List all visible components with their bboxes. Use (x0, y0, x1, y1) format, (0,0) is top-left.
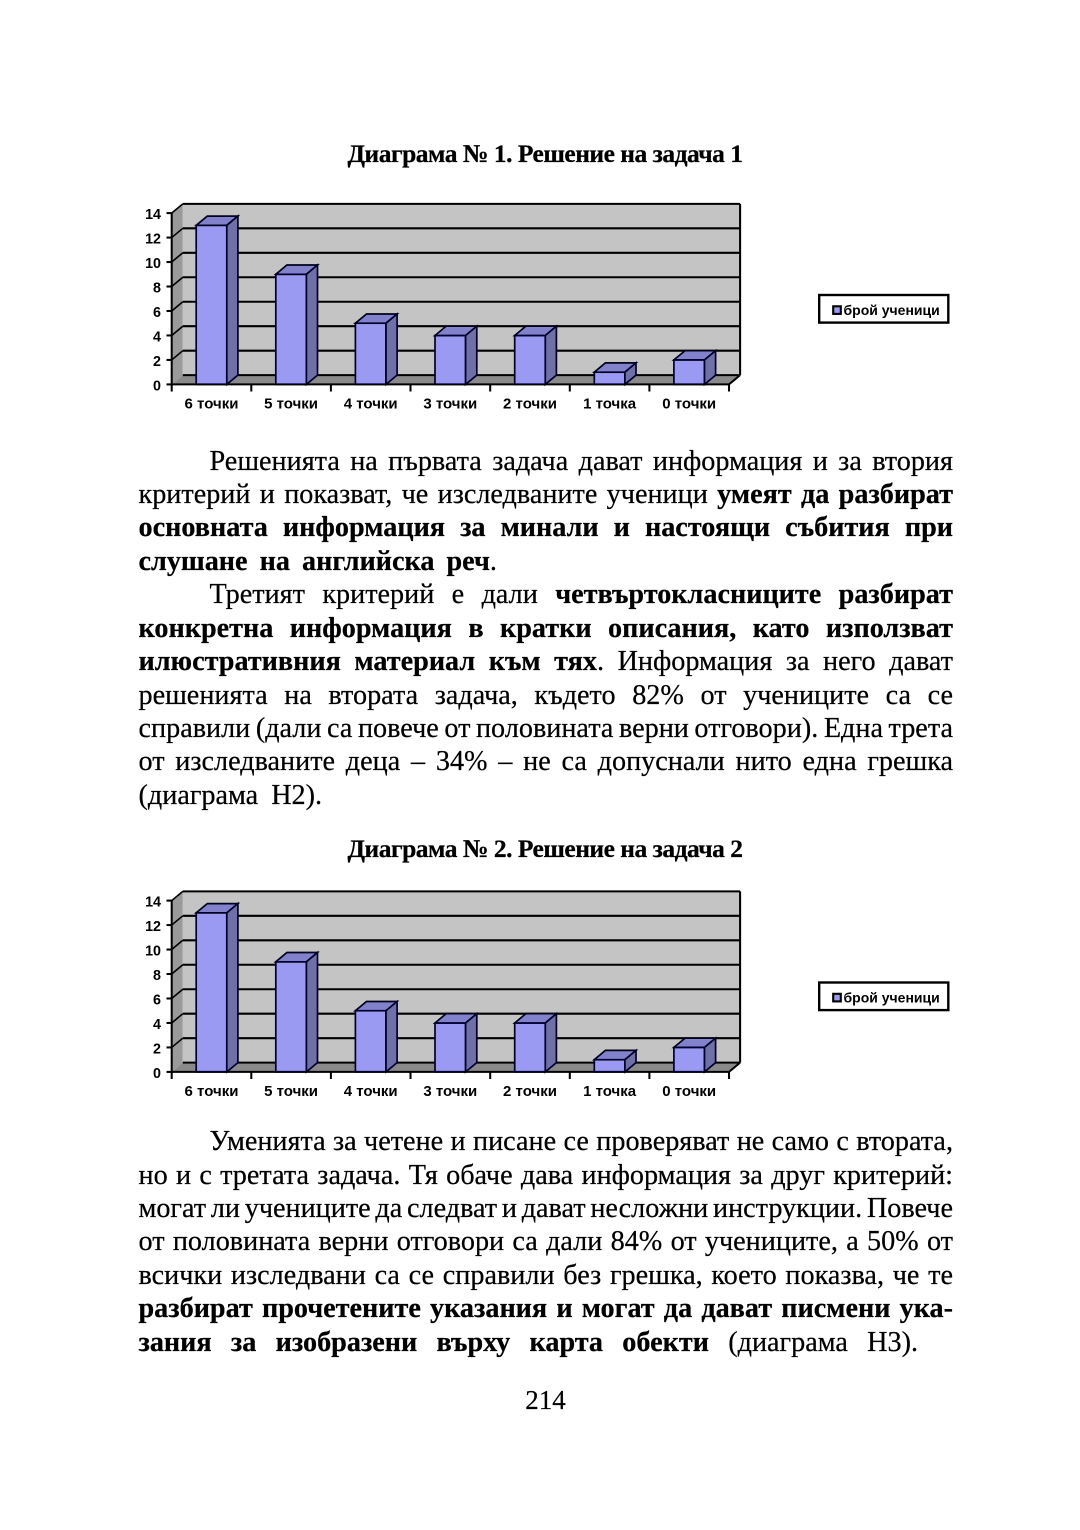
svg-text:0: 0 (153, 378, 161, 394)
svg-text:3 точки: 3 точки (423, 396, 477, 413)
svg-text:12: 12 (145, 232, 161, 248)
svg-text:14: 14 (145, 207, 161, 223)
svg-text:6 точки: 6 точки (185, 396, 239, 413)
svg-text:5 точки: 5 точки (264, 396, 318, 413)
svg-text:2: 2 (153, 354, 161, 370)
svg-text:8: 8 (153, 281, 161, 297)
svg-text:1 точка: 1 точка (583, 396, 637, 413)
svg-text:4: 4 (153, 330, 161, 346)
svg-text:4 точки: 4 точки (344, 396, 398, 413)
svg-text:10: 10 (145, 256, 161, 272)
svg-text:брой ученици: брой ученици (844, 302, 940, 318)
svg-text:0 точки: 0 точки (662, 396, 716, 413)
svg-text:6: 6 (153, 305, 161, 321)
svg-text:2 точки: 2 точки (503, 396, 557, 413)
